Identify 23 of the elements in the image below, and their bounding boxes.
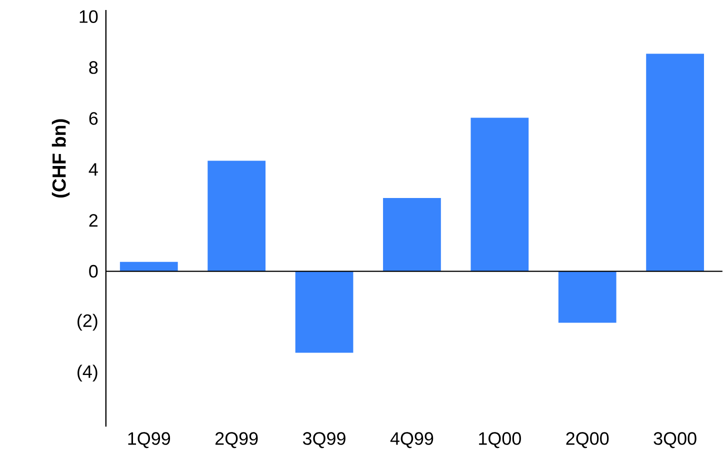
y-tick-label: 4 [88, 163, 98, 176]
bar [208, 160, 266, 272]
y-tick-label: 8 [89, 60, 98, 74]
bar [120, 262, 178, 272]
bar [470, 118, 529, 272]
bar [558, 271, 616, 323]
y-axis-title: (CHF bn) [52, 119, 70, 198]
y-tick-label: 6 [89, 112, 98, 125]
x-tick-label: 3Q00 [654, 432, 696, 448]
y-tick-label: 0 [89, 264, 98, 278]
y-tick-label: (2) [78, 314, 98, 330]
y-tick-label: 2 [89, 214, 98, 226]
x-tick-label: 3Q99 [302, 432, 346, 448]
x-tick-label: 2Q00 [566, 432, 609, 448]
bar [383, 198, 441, 272]
x-tick-label: 1Q00 [479, 432, 521, 448]
bar [295, 271, 354, 353]
x-tick-label: 2Q99 [215, 432, 258, 448]
bar [646, 54, 704, 272]
x-tick-label: 4Q99 [390, 432, 434, 448]
y-tick-label: (4) [78, 364, 98, 382]
x-tick-label: 1Q99 [128, 432, 170, 448]
y-tick-label: 10 [80, 10, 98, 23]
